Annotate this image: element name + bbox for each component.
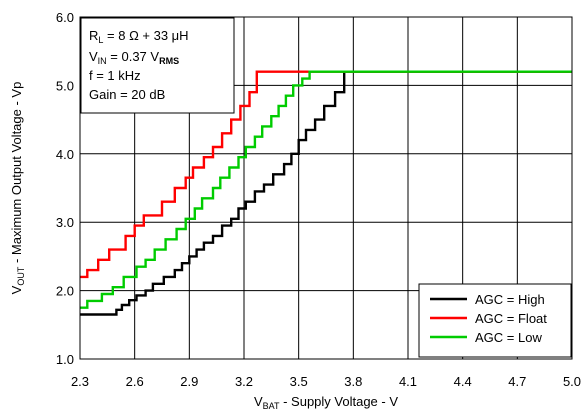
y-tick-label: 6.0 [56, 10, 74, 25]
annotation-box: RL = 8 Ω + 33 μH VIN = 0.37 VRMS f = 1 kHz… [80, 17, 235, 114]
y-tick-labels: 1.0 2.0 3.0 4.0 5.0 6.0 [56, 10, 74, 367]
x-tick-labels: 2.3 2.6 2.9 3.2 3.5 3.8 4.1 4.4 4.7 5.0 [71, 374, 581, 389]
y-tick-label: 2.0 [56, 284, 74, 299]
x-tick-label: 5.0 [563, 374, 581, 389]
annotation-line: RL = 8 Ω + 33 μH [89, 28, 189, 45]
x-tick-label: 2.6 [126, 374, 144, 389]
x-axis-label: VBAT - Supply Voltage - V [254, 394, 398, 411]
legend-label: AGC = Float [475, 311, 547, 326]
x-tick-label: 2.3 [71, 374, 89, 389]
series-line-1 [80, 70, 572, 316]
annotation-line: Gain = 20 dB [89, 87, 165, 102]
series-line-3 [80, 70, 572, 309]
y-axis-label-text: VOUT - Maximum Output Voltage - Vp [9, 82, 26, 295]
series-line-2 [80, 70, 572, 279]
x-tick-label: 4.1 [399, 374, 417, 389]
series-layer [80, 70, 572, 316]
plot-frame [79, 16, 573, 360]
y-axis-label: VOUT - Maximum Output Voltage - Vp [9, 82, 26, 295]
x-tick-label: 3.8 [344, 374, 362, 389]
y-tick-label: 5.0 [56, 78, 74, 93]
legend-label: AGC = High [475, 292, 545, 307]
y-tick-label: 4.0 [56, 147, 74, 162]
y-tick-label: 1.0 [56, 352, 74, 367]
annotation-line: VIN = 0.37 VRMS [89, 49, 179, 66]
x-tick-label: 3.5 [290, 374, 308, 389]
legend-label: AGC = Low [475, 330, 542, 345]
x-tick-label: 4.4 [454, 374, 472, 389]
annotation-box-frame [80, 17, 235, 114]
annotation-line: f = 1 kHz [89, 68, 141, 83]
legend-frame [418, 283, 572, 358]
x-tick-label: 2.9 [180, 374, 198, 389]
x-tick-label: 3.2 [235, 374, 253, 389]
y-tick-label: 3.0 [56, 215, 74, 230]
x-tick-label: 4.7 [508, 374, 526, 389]
x-axis-label-text: VBAT - Supply Voltage - V [254, 394, 398, 411]
legend: AGC = High AGC = Float AGC = Low [418, 283, 572, 358]
